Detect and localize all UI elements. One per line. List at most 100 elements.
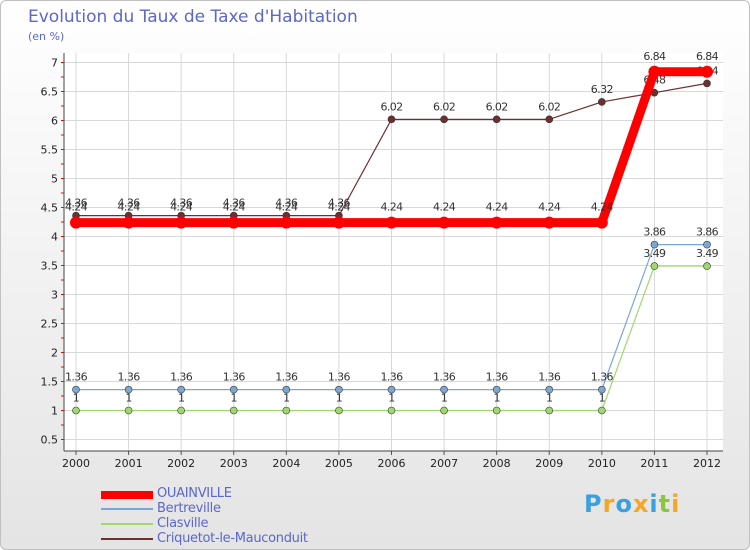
data-point — [438, 216, 451, 229]
data-label: 1 — [73, 392, 79, 405]
data-point — [177, 406, 185, 415]
data-label: 1.36 — [65, 371, 88, 384]
data-label: 1.36 — [433, 371, 456, 384]
data-point — [227, 216, 240, 229]
data-point — [332, 216, 345, 229]
data-point — [598, 406, 606, 415]
data-point — [543, 216, 556, 229]
x-tick-label: 2007 — [430, 457, 458, 470]
data-label: 1.36 — [486, 371, 509, 384]
data-label: 4.24 — [433, 201, 456, 214]
data-point — [545, 115, 554, 124]
data-label: 1 — [178, 392, 184, 405]
data-label: 1 — [441, 392, 447, 405]
data-label: 4.36 — [65, 197, 88, 210]
data-point — [387, 406, 396, 415]
y-tick-label: 6.5 — [41, 86, 59, 99]
data-point — [70, 216, 82, 229]
data-point — [703, 240, 711, 249]
data-label: 4.36 — [118, 197, 141, 210]
data-label: 4.24 — [328, 201, 351, 214]
legend-swatch — [101, 523, 153, 525]
data-point — [177, 385, 185, 394]
proxiti-logo: Proxiti — [584, 490, 680, 518]
data-label: 4.24 — [118, 201, 141, 214]
data-point — [72, 385, 80, 394]
data-point — [124, 385, 133, 394]
data-label: 1.36 — [328, 371, 351, 384]
data-label: 3.49 — [643, 247, 666, 260]
y-tick-label: 3.5 — [41, 260, 59, 273]
data-label: 4.24 — [275, 201, 298, 214]
data-point — [545, 406, 554, 415]
data-point — [440, 115, 448, 124]
y-tick-label: 1 — [51, 405, 58, 418]
data-label: 1 — [336, 392, 342, 405]
legend-label: Criquetot-le-Mauconduit — [157, 531, 308, 546]
x-tick-label: 2004 — [272, 457, 300, 470]
data-label: 1.36 — [380, 371, 403, 384]
data-label: 1 — [599, 392, 605, 405]
y-tick-label: 6 — [51, 115, 58, 128]
y-tick-label: 3 — [51, 289, 58, 302]
data-label: 6.02 — [538, 100, 560, 113]
data-label: 4.24 — [486, 201, 509, 214]
data-label: 1.36 — [118, 371, 141, 384]
data-point — [595, 216, 608, 229]
data-point — [122, 216, 135, 229]
data-label: 4.24 — [591, 201, 614, 214]
data-label: 6.02 — [433, 100, 455, 113]
logo-letter: t — [658, 490, 672, 518]
data-point — [385, 216, 398, 229]
legend-swatch — [101, 538, 153, 540]
data-label: 1.36 — [591, 371, 614, 384]
data-point — [598, 98, 606, 106]
data-label: 3.86 — [696, 226, 719, 239]
data-point — [492, 406, 501, 415]
legend-swatch — [101, 491, 153, 499]
y-tick-label: 5.5 — [41, 144, 59, 157]
data-point — [282, 406, 291, 415]
data-label: 4.24 — [170, 201, 193, 214]
y-tick-label: 2 — [51, 347, 58, 360]
data-point — [440, 385, 448, 394]
logo-letter: i — [649, 490, 659, 518]
data-point — [492, 115, 501, 124]
data-point — [598, 385, 606, 394]
data-point — [335, 385, 343, 394]
chart-subtitle: (en %) — [28, 30, 65, 43]
data-label: 1.36 — [223, 371, 246, 384]
data-label: 4.36 — [170, 197, 193, 210]
y-tick-label: 4 — [51, 231, 58, 244]
data-label: 1 — [231, 392, 237, 405]
y-tick-label: 5 — [51, 173, 58, 186]
data-label: 4.36 — [328, 197, 351, 210]
x-tick-label: 2003 — [220, 457, 248, 470]
data-point — [650, 262, 659, 270]
y-tick-label: 4.5 — [41, 202, 59, 215]
x-tick-label: 2000 — [62, 457, 90, 470]
x-tick-label: 2009 — [535, 457, 563, 470]
data-point — [72, 406, 80, 415]
data-point — [335, 406, 343, 415]
logo-letter: x — [632, 490, 650, 518]
data-label: 4.24 — [223, 201, 246, 214]
data-label: 6.84 — [696, 50, 719, 63]
data-point — [175, 216, 188, 229]
data-point — [492, 385, 501, 394]
data-point — [124, 406, 133, 415]
data-label: 4.24 — [538, 201, 561, 214]
data-point — [648, 65, 661, 78]
x-tick-label: 2011 — [640, 457, 668, 470]
data-label: 4.36 — [223, 197, 246, 210]
data-label: 4.36 — [275, 197, 298, 210]
data-label: 3.49 — [696, 247, 719, 260]
data-point — [387, 115, 396, 124]
y-tick-label: 0.5 — [41, 434, 59, 447]
data-point — [229, 406, 238, 415]
data-point — [280, 216, 293, 229]
data-point — [387, 385, 396, 394]
data-label: 1 — [125, 392, 131, 405]
data-point — [490, 216, 503, 229]
data-label: 1 — [388, 392, 394, 405]
